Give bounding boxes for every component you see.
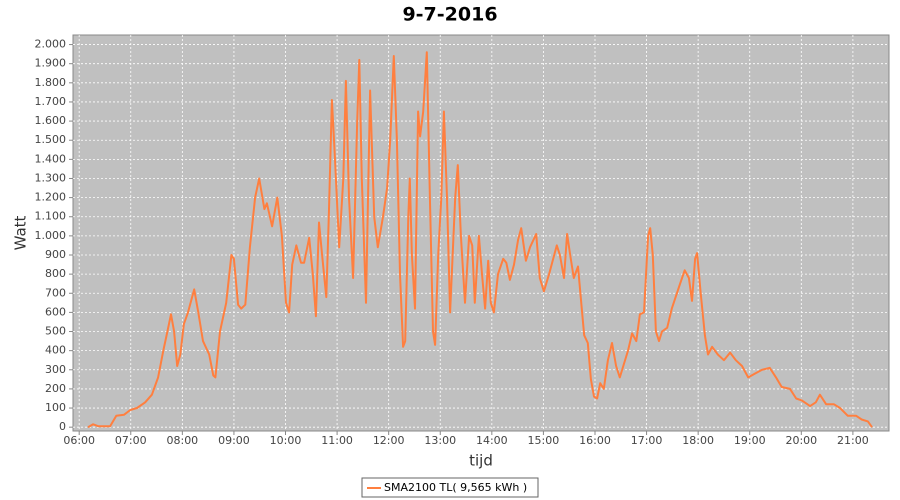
y-tick-label: 500 [45, 325, 66, 338]
x-tick-label: 12:00 [373, 434, 405, 447]
y-tick-label: 1.100 [35, 210, 67, 223]
x-tick-label: 16:00 [579, 434, 611, 447]
y-tick-label: 1.300 [35, 171, 67, 184]
x-tick-label: 20:00 [785, 434, 817, 447]
x-tick-label: 13:00 [424, 434, 456, 447]
y-tick-label: 100 [45, 401, 66, 414]
x-tick-label: 08:00 [166, 434, 198, 447]
y-tick-label: 600 [45, 305, 66, 318]
y-tick-label: 1.500 [35, 133, 67, 146]
y-tick-label: 300 [45, 363, 66, 376]
y-tick-label: 1.900 [35, 57, 67, 70]
x-tick-label: 21:00 [837, 434, 869, 447]
chart-title: 9-7-2016 [402, 4, 497, 26]
y-tick-label: 800 [45, 267, 66, 280]
x-axis-label: tijd [469, 452, 493, 470]
legend-box [361, 477, 539, 498]
x-tick-label: 07:00 [115, 434, 147, 447]
x-tick-label: 09:00 [218, 434, 250, 447]
y-tick-label: 200 [45, 382, 66, 395]
y-tick-label: 1.000 [35, 229, 67, 242]
y-tick-label: 1.800 [35, 76, 67, 89]
y-tick-label: 900 [45, 248, 66, 261]
x-tick-label: 10:00 [270, 434, 302, 447]
x-tick-label: 06:00 [63, 434, 95, 447]
y-tick-label: 400 [45, 344, 66, 357]
x-tick-label: 17:00 [631, 434, 663, 447]
y-tick-label: 1.600 [35, 114, 67, 127]
x-tick-label: 11:00 [321, 434, 353, 447]
x-tick-label: 15:00 [528, 434, 560, 447]
y-axis-label: Watt [12, 215, 30, 250]
legend-label: SMA2100 TL( 9,565 kWh ) [384, 481, 527, 494]
x-tick-label: 18:00 [682, 434, 714, 447]
x-tick-label: 14:00 [476, 434, 508, 447]
y-tick-label: 1.400 [35, 152, 67, 165]
x-tick-label: 19:00 [734, 434, 766, 447]
data-line [87, 51, 873, 429]
y-tick-label: 2.000 [35, 38, 67, 51]
y-tick-label: 1.700 [35, 95, 67, 108]
plot-area [72, 34, 890, 432]
y-tick-label: 700 [45, 286, 66, 299]
y-tick-label: 0 [59, 420, 66, 433]
y-tick-label: 1.200 [35, 191, 67, 204]
